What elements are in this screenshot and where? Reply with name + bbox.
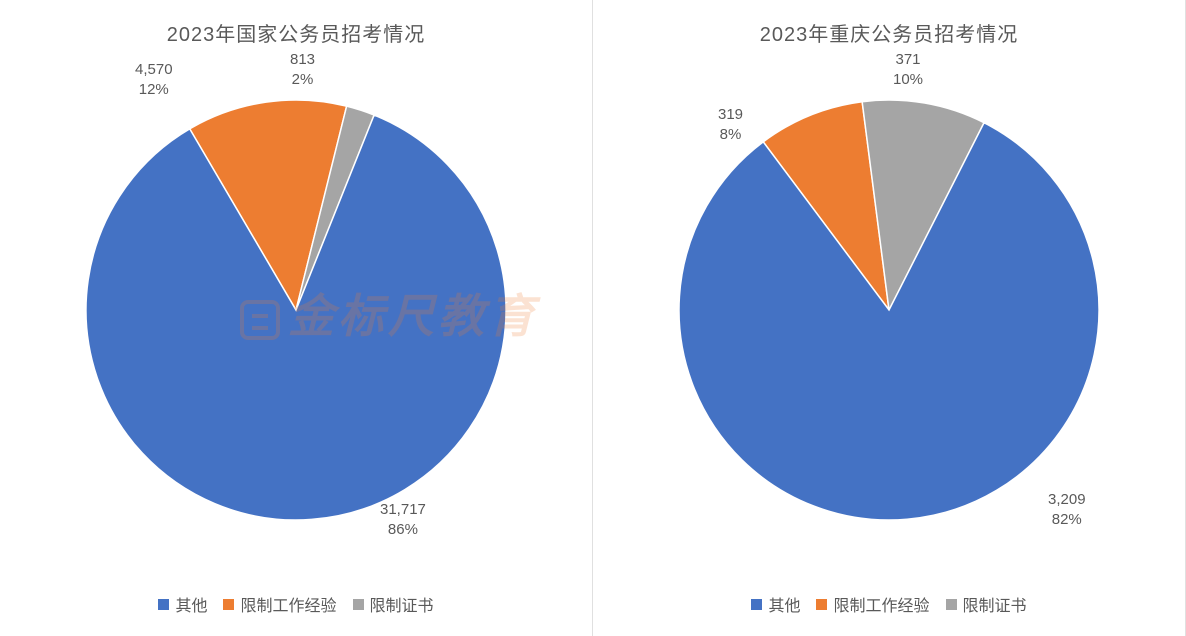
legend-label: 限制工作经验 (833, 592, 929, 616)
legend-item-other: 其他 (751, 592, 800, 616)
legend: 其他 限制工作经验 限制证书 (593, 592, 1185, 616)
chart-title: 2023年国家公务员招考情况 (0, 0, 592, 47)
legend-item-certificate: 限制证书 (353, 592, 434, 616)
pie-svg (76, 90, 516, 530)
legend-item-other: 其他 (158, 592, 207, 616)
legend-label: 限制证书 (370, 592, 434, 616)
legend-label: 限制工作经验 (240, 592, 336, 616)
swatch-icon (223, 599, 234, 610)
legend-label: 限制证书 (963, 592, 1027, 616)
slice-label: 4,57012% (135, 60, 173, 101)
slice-label: 8132% (290, 50, 315, 91)
pie-chart-national (76, 90, 516, 530)
legend-item-certificate: 限制证书 (946, 592, 1027, 616)
slice-label: 37110% (893, 50, 923, 91)
chart-panel-chongqing: 2023年重庆公务员招考情况 其他 限制工作经验 限制证书 3,20982% 31… (593, 0, 1186, 636)
pie-svg (669, 90, 1109, 530)
slice-label: 3,20982% (1048, 490, 1086, 531)
pie-chart-chongqing (669, 90, 1109, 530)
legend: 其他 限制工作经验 限制证书 (0, 592, 592, 616)
swatch-icon (158, 599, 169, 610)
swatch-icon (816, 599, 827, 610)
legend-label: 其他 (175, 592, 207, 616)
swatch-icon (751, 599, 762, 610)
swatch-icon (353, 599, 364, 610)
slice-label: 3198% (718, 105, 743, 146)
swatch-icon (946, 599, 957, 610)
legend-item-experience: 限制工作经验 (816, 592, 929, 616)
slice-label: 31,71786% (380, 500, 426, 541)
chart-panel-national: 2023年国家公务员招考情况 其他 限制工作经验 限制证书 31,71786% 4… (0, 0, 593, 636)
legend-item-experience: 限制工作经验 (223, 592, 336, 616)
chart-title: 2023年重庆公务员招考情况 (593, 0, 1185, 47)
legend-label: 其他 (768, 592, 800, 616)
